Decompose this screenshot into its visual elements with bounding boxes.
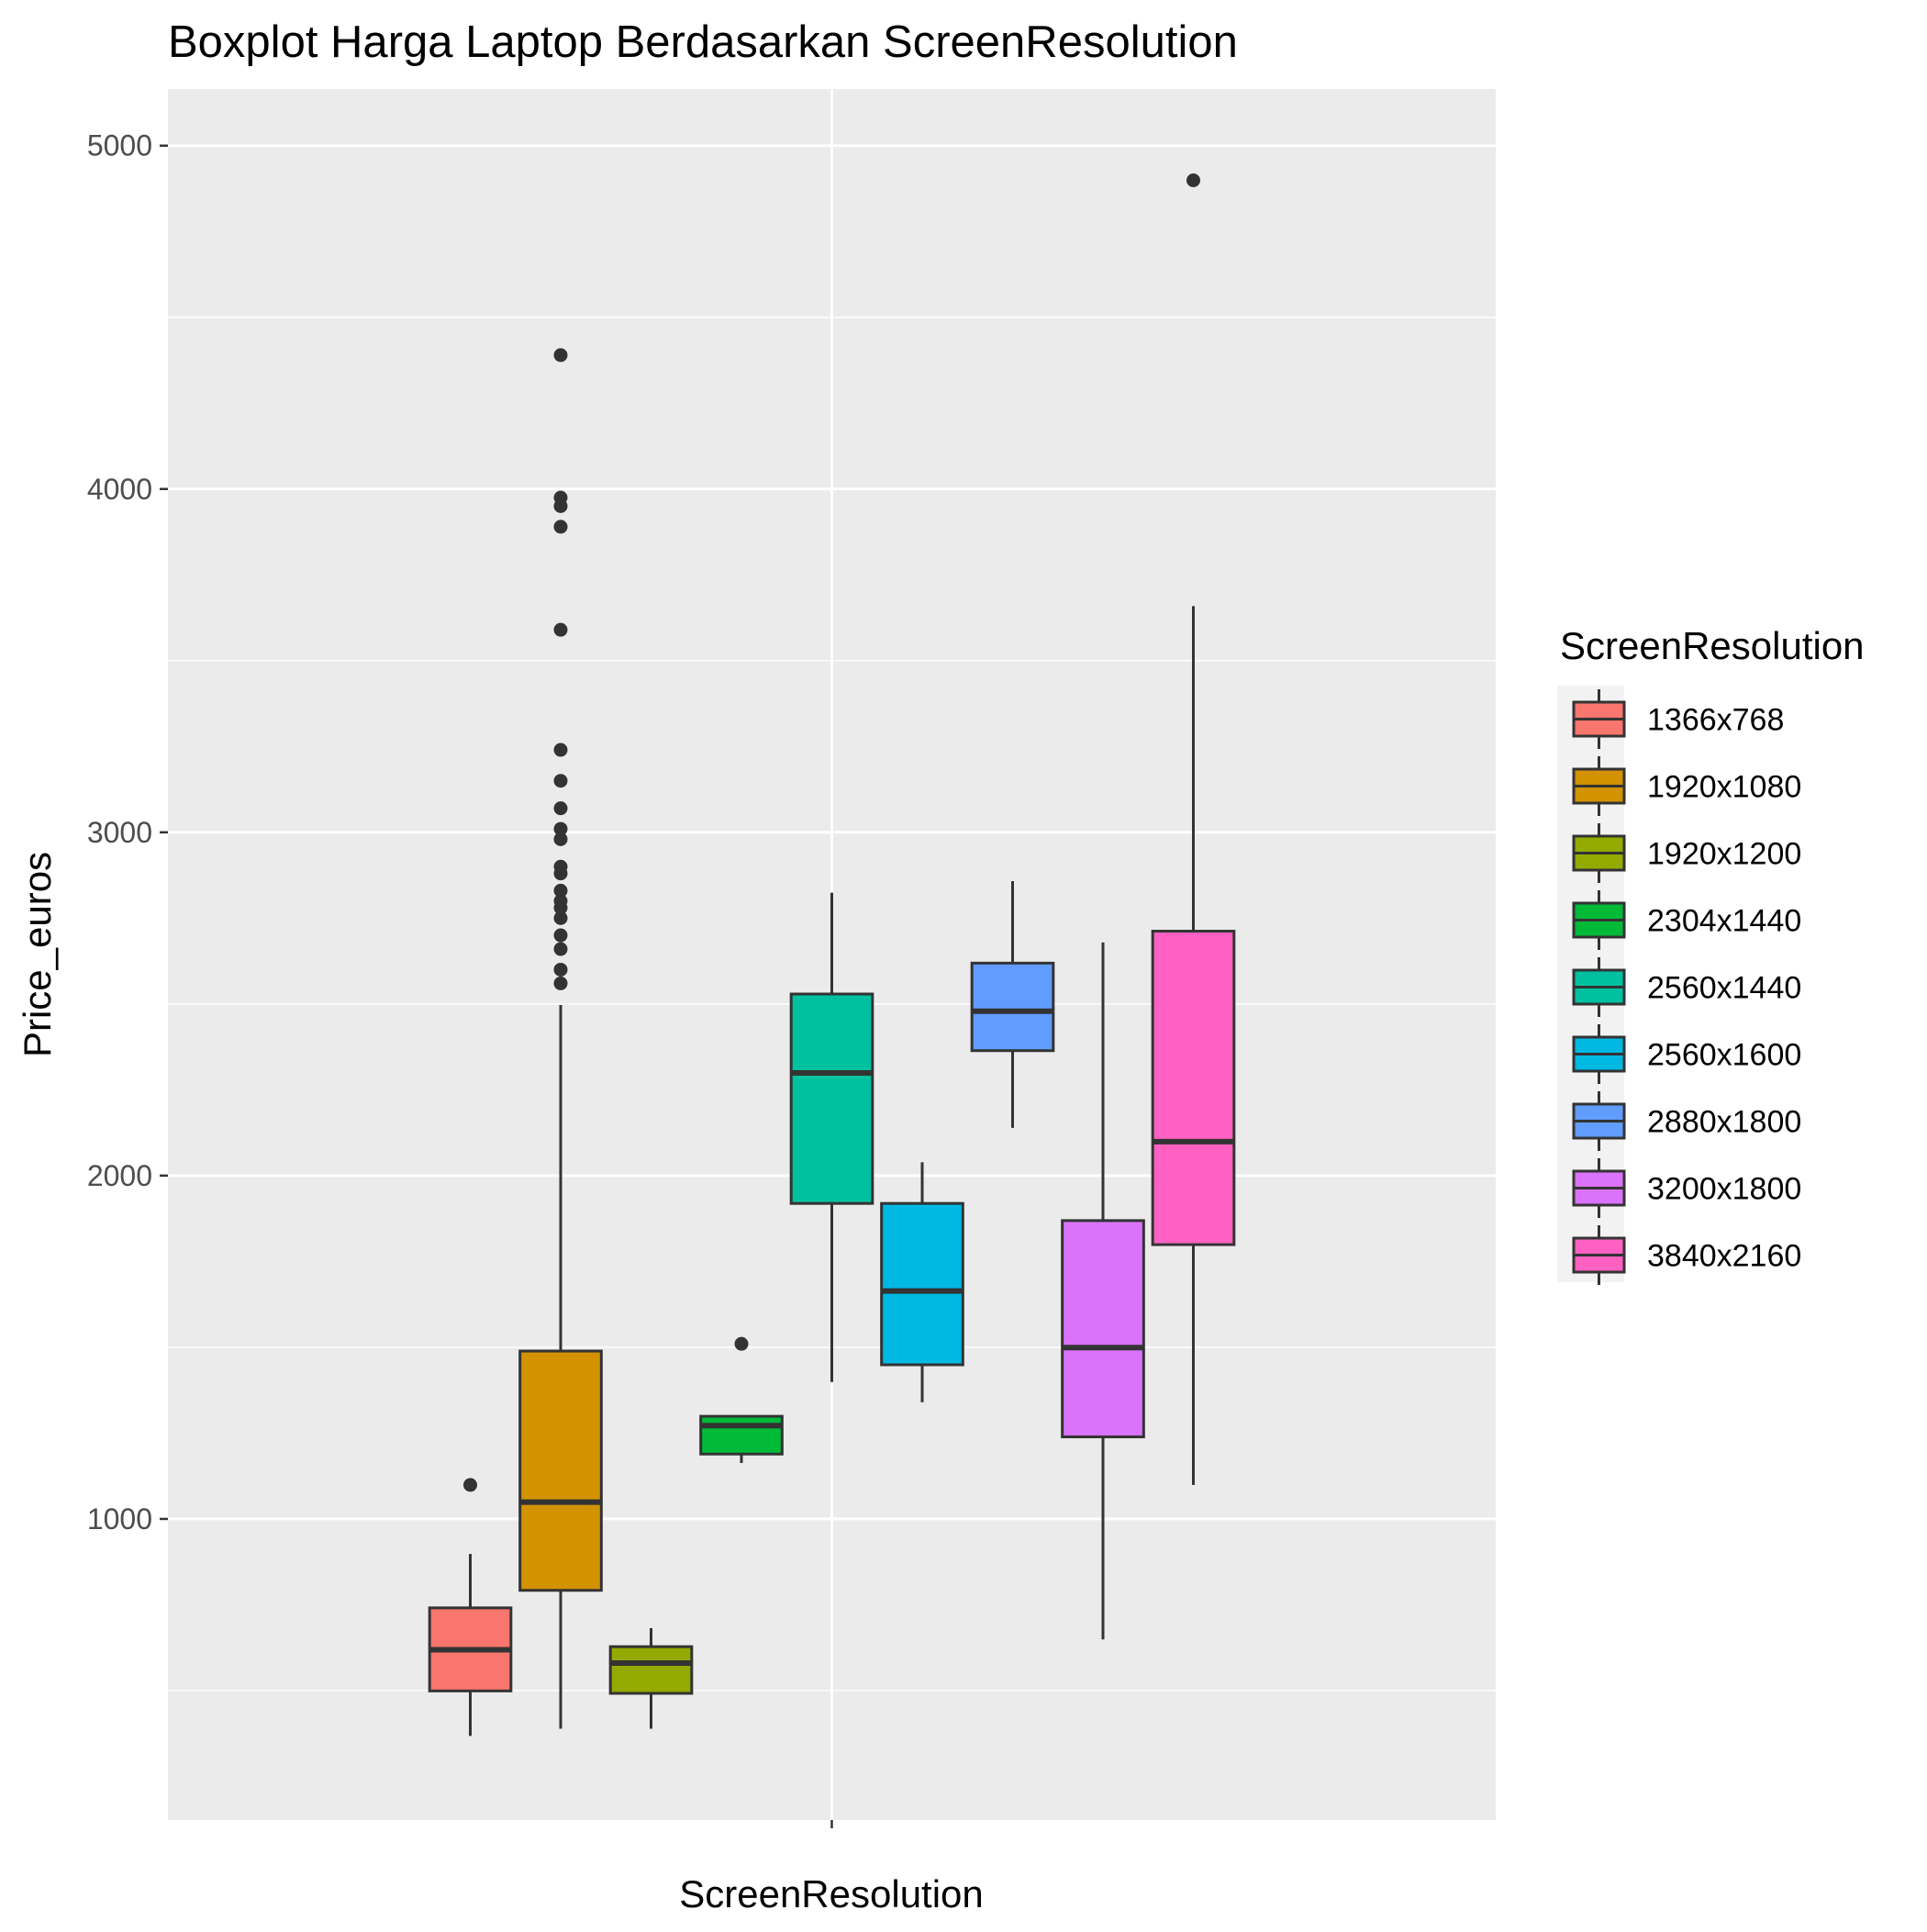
box-3840x2160 — [1151, 173, 1236, 1485]
iqr-box — [880, 1201, 964, 1367]
legend-item: 3840x2160 — [1572, 1225, 1801, 1285]
box-2880x1800 — [970, 880, 1055, 1128]
y-tick-label: 3000 — [87, 816, 152, 849]
outlier-point — [553, 894, 568, 909]
box-1920x1200 — [608, 1627, 694, 1729]
iqr-box — [608, 1645, 694, 1695]
outlier-point — [553, 962, 568, 977]
legend-items: 1366x768 1920x1080 1920x1200 2304x1440 2560x… — [1572, 689, 1801, 1285]
x-axis-title: ScreenResolution — [679, 1872, 984, 1915]
iqr-box — [699, 1414, 784, 1456]
legend-item: 1920x1080 — [1572, 756, 1801, 816]
iqr-box — [1151, 930, 1236, 1246]
boxplot-series — [428, 173, 1236, 1737]
y-tick-label: 5000 — [87, 129, 152, 162]
legend-label: 2560x1600 — [1647, 1038, 1801, 1073]
outlier-point — [734, 1336, 749, 1351]
legend-label: 1366x768 — [1647, 703, 1784, 738]
iqr-box — [789, 992, 874, 1205]
outlier-point — [553, 348, 568, 363]
outlier-point — [553, 910, 568, 925]
legend-item: 2560x1600 — [1572, 1024, 1801, 1084]
outlier-point — [553, 622, 568, 637]
box-1920x1080 — [518, 348, 603, 1729]
outlier-point — [1186, 173, 1200, 187]
chart-title: Boxplot Harga Laptop Berdasarkan ScreenR… — [168, 17, 1238, 67]
legend-item: 2304x1440 — [1572, 890, 1801, 950]
box-2304x1440 — [699, 1336, 784, 1463]
iqr-box — [970, 961, 1055, 1053]
legend-label: 2560x1440 — [1647, 971, 1801, 1006]
outlier-point — [553, 859, 568, 874]
legend-item: 1366x768 — [1572, 689, 1784, 749]
box-2560x1600 — [880, 1162, 964, 1402]
y-tick-label: 2000 — [87, 1159, 152, 1192]
y-tick-label: 1000 — [87, 1502, 152, 1536]
legend-label: 3840x2160 — [1647, 1239, 1801, 1274]
legend-item: 1920x1200 — [1572, 823, 1801, 883]
legend-title: ScreenResolution — [1560, 624, 1865, 667]
outlier-point — [553, 821, 568, 836]
legend: ScreenResolution 1366x768 1920x1080 1920x1… — [1557, 624, 1865, 1285]
legend-item: 2560x1440 — [1572, 957, 1801, 1017]
box-2560x1440 — [789, 892, 874, 1382]
outlier-point — [553, 883, 568, 898]
outlier-point — [553, 976, 568, 990]
box-3200x1800 — [1061, 942, 1145, 1640]
y-axis: 1000 2000 3000 4000 5000 — [87, 129, 168, 1536]
outlier-point — [553, 832, 568, 846]
legend-label: 3200x1800 — [1647, 1172, 1801, 1207]
outlier-point — [553, 743, 568, 757]
legend-label: 1920x1080 — [1647, 770, 1801, 805]
y-tick-label: 4000 — [87, 473, 152, 506]
legend-label: 1920x1200 — [1647, 837, 1801, 872]
outlier-point — [463, 1478, 477, 1492]
outlier-point — [553, 928, 568, 943]
y-axis-title: Price_euros — [16, 852, 59, 1057]
iqr-box — [518, 1349, 603, 1592]
outlier-point — [553, 801, 568, 816]
legend-item: 2880x1800 — [1572, 1091, 1801, 1151]
legend-label: 2880x1800 — [1647, 1105, 1801, 1140]
legend-item: 3200x1800 — [1572, 1158, 1801, 1218]
box-1366x768 — [428, 1478, 513, 1737]
outlier-point — [553, 774, 568, 788]
legend-label: 2304x1440 — [1647, 904, 1801, 939]
iqr-box — [1061, 1219, 1145, 1439]
outlier-point — [553, 942, 568, 956]
outlier-point — [553, 490, 568, 505]
outlier-point — [553, 519, 568, 534]
